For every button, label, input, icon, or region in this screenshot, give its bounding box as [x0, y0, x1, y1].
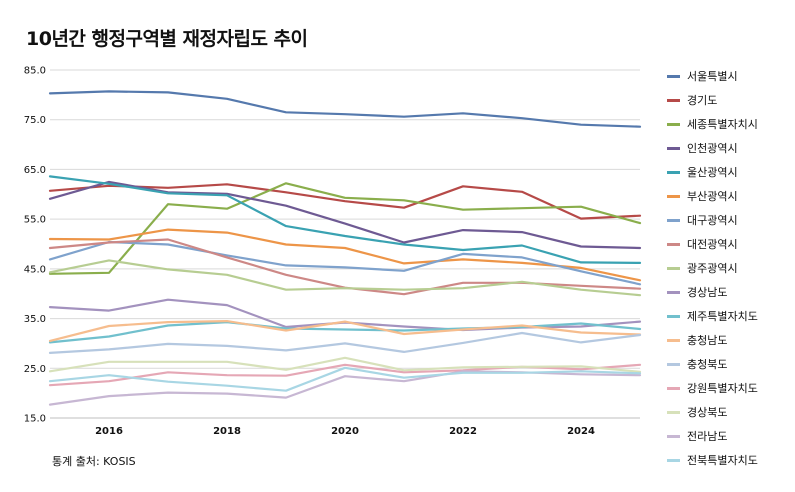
source-note: 통계 출처: KOSIS [52, 455, 136, 468]
legend-swatch [667, 434, 680, 438]
y-tick-label: 75.0 [24, 115, 46, 126]
legend-label: 전라남도 [687, 430, 728, 443]
y-tick-label: 55.0 [24, 215, 46, 226]
series-line-14 [48, 356, 642, 373]
series-lines [48, 90, 642, 406]
series-line-4 [48, 175, 642, 264]
series-line-10 [48, 321, 642, 344]
x-tick-label: 2016 [95, 426, 123, 437]
legend-item: 경상남도 [667, 280, 792, 304]
legend-swatch [667, 146, 680, 150]
legend-swatch [667, 362, 680, 366]
x-tick-label: 2020 [331, 426, 359, 437]
legend-label: 대전광역시 [687, 238, 738, 251]
legend-label: 서울특별시 [687, 70, 738, 83]
x-tick-label: 2022 [449, 426, 477, 437]
x-tick-label: 2024 [567, 426, 595, 437]
series-line-3 [48, 180, 642, 250]
series-line-6 [48, 240, 642, 286]
series-line-0 [48, 90, 642, 128]
legend-swatch [667, 386, 680, 390]
legend-item: 제주특별자치도 [667, 304, 792, 328]
legend-label: 대구광역시 [687, 214, 738, 227]
legend-swatch [667, 194, 680, 198]
legend-item: 강원특별자치도 [667, 376, 792, 400]
y-tick-label: 15.0 [24, 414, 46, 425]
legend-label: 울산광역시 [687, 166, 738, 179]
x-tick-label: 2018 [213, 426, 241, 437]
series-line-11 [48, 320, 642, 342]
legend-item: 충청북도 [667, 352, 792, 376]
legend-swatch [667, 314, 680, 318]
legend-label: 제주특별자치도 [687, 310, 758, 323]
legend-label: 경상남도 [687, 286, 728, 299]
legend-swatch [667, 218, 680, 222]
legend-swatch [667, 170, 680, 174]
legend-label: 광주광역시 [687, 262, 738, 275]
y-tick-label: 85.0 [24, 66, 46, 77]
y-tick-label: 25.0 [24, 364, 46, 375]
legend-item: 전라남도 [667, 424, 792, 448]
tick-labels: 85.0 75.0 65.0 55.0 45.0 35.0 25.0 15.0 2016 2018… [24, 66, 595, 438]
series-line-2 [48, 182, 642, 275]
legend-swatch [667, 290, 680, 294]
legend-label: 부산광역시 [687, 190, 738, 203]
legend-item: 대전광역시 [667, 232, 792, 256]
series-line-8 [48, 259, 642, 297]
legend-item: 세종특별자치시 [667, 112, 792, 136]
legend-swatch [667, 74, 680, 78]
series-line-5 [48, 228, 642, 282]
y-tick-label: 35.0 [24, 314, 46, 325]
series-line-1 [48, 183, 642, 220]
legend-label: 충청남도 [687, 334, 728, 347]
legend-label: 세종특별자치시 [687, 118, 758, 131]
y-tick-label: 65.0 [24, 165, 46, 176]
legend-item: 울산광역시 [667, 160, 792, 184]
legend-label: 인천광역시 [687, 142, 738, 155]
legend-swatch [667, 242, 680, 246]
legend-label: 충청북도 [687, 358, 728, 371]
legend-item: 대구광역시 [667, 208, 792, 232]
series-line-12 [48, 331, 642, 354]
legend-item: 광주광역시 [667, 256, 792, 280]
legend-item: 인천광역시 [667, 136, 792, 160]
legend-item: 경기도 [667, 88, 792, 112]
legend-label: 강원특별자치도 [687, 382, 758, 395]
legend-item: 부산광역시 [667, 184, 792, 208]
legend-item: 전북특별자치도 [667, 448, 792, 472]
legend-label: 경상북도 [687, 406, 728, 419]
series-line-16 [48, 366, 642, 392]
y-tick-label: 45.0 [24, 264, 46, 275]
legend-swatch [667, 98, 680, 102]
legend-item: 경상북도 [667, 400, 792, 424]
legend-swatch [667, 266, 680, 270]
legend-item: 서울특별시 [667, 64, 792, 88]
legend-swatch [667, 458, 680, 462]
legend-swatch [667, 338, 680, 342]
chart-title: 10년간 행정구역별 재정자립도 추이 [26, 28, 308, 50]
legend-label: 경기도 [687, 94, 718, 107]
legend-label: 전북특별자치도 [687, 454, 758, 467]
legend-swatch [667, 122, 680, 126]
legend-swatch [667, 410, 680, 414]
legend-item: 충청남도 [667, 328, 792, 352]
